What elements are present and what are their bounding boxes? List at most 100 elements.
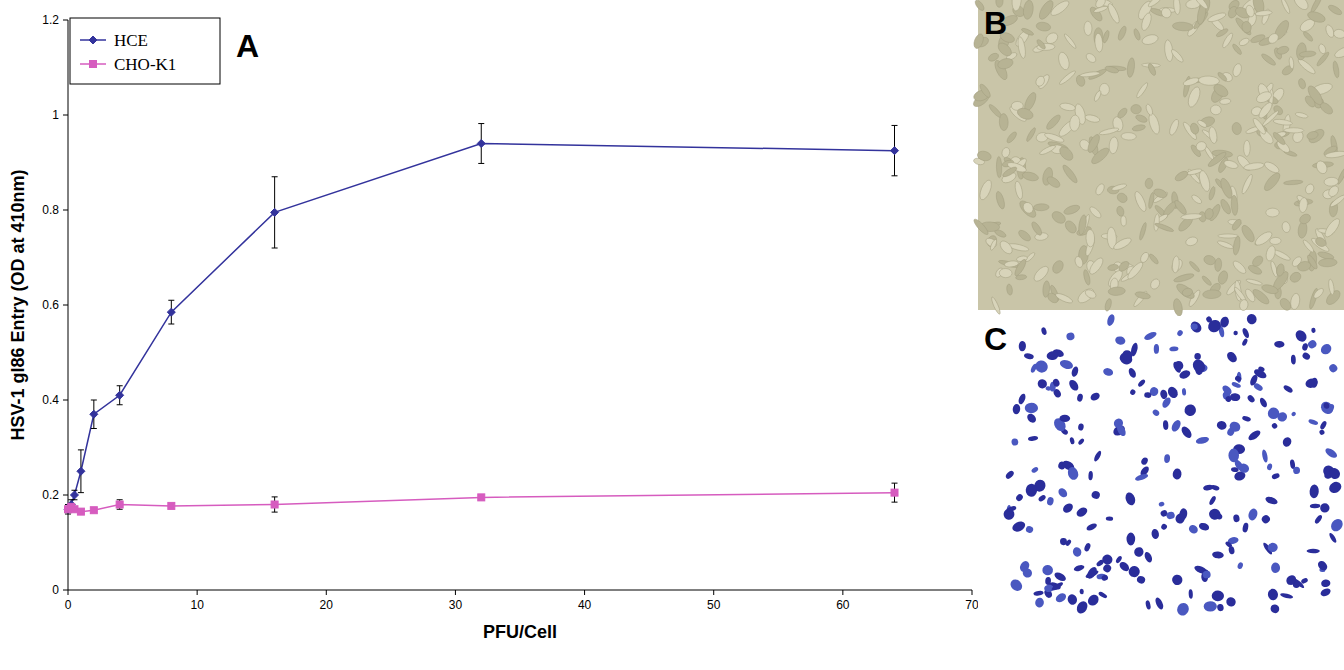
cell <box>1241 21 1252 34</box>
stained-cell <box>1085 522 1098 532</box>
cell <box>1240 223 1257 243</box>
stained-cell <box>1316 559 1329 572</box>
data-point <box>71 506 78 513</box>
cell <box>1276 263 1285 276</box>
cell <box>1297 260 1312 272</box>
stained-cell <box>1311 328 1316 334</box>
x-tick <box>455 590 456 595</box>
stained-cell <box>1224 595 1237 608</box>
cell <box>1106 2 1121 24</box>
cell <box>1265 245 1277 262</box>
stained-cell <box>1095 559 1104 568</box>
cell <box>996 156 1002 177</box>
cell <box>1251 254 1265 268</box>
cell <box>1333 44 1344 60</box>
data-point <box>77 467 85 475</box>
cell <box>1133 190 1148 213</box>
cell <box>999 113 1008 130</box>
cell <box>1302 30 1314 42</box>
x-tick <box>68 590 69 595</box>
cell <box>1218 234 1239 238</box>
stained-cell <box>1145 600 1151 610</box>
cell <box>1108 137 1118 155</box>
data-point <box>478 494 485 501</box>
y-tick <box>63 305 68 306</box>
y-tick-label: 0.2 <box>42 488 59 502</box>
stained-cell <box>1053 571 1067 583</box>
x-tick <box>326 590 327 595</box>
stained-cell <box>1017 393 1027 405</box>
stained-cell <box>1028 435 1039 441</box>
stained-cell <box>1321 579 1331 588</box>
stained-cell <box>1124 491 1137 507</box>
cell <box>1014 181 1024 200</box>
error-cap <box>117 509 123 510</box>
cell <box>999 268 1012 278</box>
stained-cell <box>1106 516 1113 520</box>
data-point <box>90 410 98 418</box>
stained-cell <box>1136 575 1146 585</box>
y-tick <box>63 20 68 21</box>
stained-cell <box>1046 350 1059 360</box>
cell <box>1086 229 1095 247</box>
marks <box>64 124 899 516</box>
error-bar <box>117 500 123 510</box>
data-point <box>891 147 899 155</box>
cell <box>1147 0 1165 9</box>
data-point <box>116 501 123 508</box>
error-bar <box>892 483 898 502</box>
cell <box>1042 281 1050 298</box>
cell <box>1231 218 1243 232</box>
stained-cell <box>1293 467 1300 475</box>
error-cap <box>478 123 484 124</box>
stained-cell <box>1057 486 1069 499</box>
cell <box>1324 24 1335 39</box>
stained-cell <box>1187 523 1199 535</box>
stained-cell <box>1006 505 1017 513</box>
stained-cell <box>1194 353 1201 360</box>
y-tick-label: 0.4 <box>42 393 59 407</box>
stained-cell <box>1075 599 1090 615</box>
stained-cell <box>1195 436 1210 445</box>
cell <box>1333 28 1344 39</box>
cell <box>1266 32 1280 46</box>
stained-cell <box>1151 528 1160 539</box>
stained-cell <box>1101 553 1114 565</box>
stained-cell <box>1073 564 1085 572</box>
cell <box>1117 260 1131 273</box>
stained-cell <box>1271 562 1280 573</box>
cell <box>1036 38 1047 50</box>
stained-cell <box>1293 328 1308 344</box>
cell <box>1307 127 1327 146</box>
cell <box>1201 275 1213 287</box>
cell <box>978 179 994 202</box>
stained-cell <box>1052 378 1061 388</box>
stained-cell <box>1120 349 1133 363</box>
stained-cell <box>1266 463 1273 471</box>
stained-cell <box>1019 341 1027 352</box>
cell <box>1327 184 1341 198</box>
cell <box>1283 180 1303 186</box>
cell <box>1255 90 1273 105</box>
cell <box>1186 168 1202 176</box>
cell <box>1025 127 1037 143</box>
micrograph-c <box>978 316 1344 614</box>
stained-cell <box>1282 384 1293 394</box>
error-bar <box>478 124 484 164</box>
cell <box>1192 0 1210 10</box>
stained-cell <box>1172 468 1182 480</box>
stained-cell <box>1224 395 1232 403</box>
cell <box>1244 140 1251 156</box>
stained-cell <box>1098 591 1108 599</box>
stained-cell <box>1161 396 1173 409</box>
series-line <box>68 493 895 512</box>
stained-cell <box>1182 388 1187 396</box>
cell <box>1266 208 1280 217</box>
y-tick <box>63 400 68 401</box>
cell <box>1260 52 1277 67</box>
cell <box>995 191 1006 210</box>
stained-cell <box>1031 466 1040 474</box>
stained-cell <box>1144 392 1152 398</box>
cell <box>1172 256 1180 273</box>
legend-marker <box>90 61 97 68</box>
